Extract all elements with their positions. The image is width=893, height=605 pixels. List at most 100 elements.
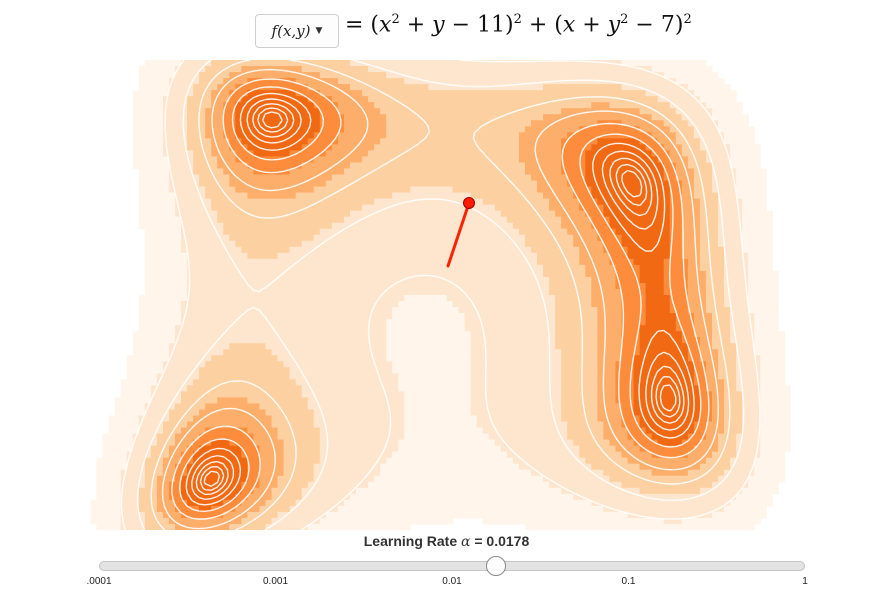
contour-band-cell [392,228,399,236]
contour-band-cell [325,84,333,91]
contour-band-cell [343,108,351,115]
contour-band-cell [675,84,683,91]
contour-band-cell [657,258,665,266]
contour-plot[interactable] [0,60,893,530]
contour-band-cell [488,186,496,194]
contour-band-cell [156,66,164,73]
contour-band-cell [144,252,152,260]
contour-band-cell [724,114,731,121]
contour-band-cell [301,313,309,320]
contour-band-cell [440,331,448,338]
contour-band-cell [555,343,562,350]
contour-band-cell [181,198,188,206]
contour-band-cell [277,174,285,182]
contour-band-cell [524,216,532,224]
contour-band-cell [217,96,224,103]
contour-band-cell [162,282,170,290]
contour-band-cell [301,331,309,338]
contour-band-cell [736,102,743,109]
contour-band-cell [368,264,375,272]
contour-band-cell [555,337,562,344]
contour-band-cell [144,120,152,127]
contour-band-cell [368,174,375,182]
contour-band-cell [615,282,623,290]
contour-band-cell [307,168,315,176]
contour-band-cell [259,337,267,344]
contour-band-cell [217,216,224,224]
contour-band-cell [597,264,604,272]
contour-band-cell [506,276,514,284]
contour-band-cell [766,343,773,350]
contour-band-cell [760,282,767,290]
contour-band-cell [579,252,586,260]
contour-band-cell [362,276,369,284]
contour-band-cell [711,84,719,91]
contour-band-cell [512,204,520,212]
contour-band-cell [416,66,423,73]
contour-band-cell [241,126,248,133]
contour-band-cell [205,240,212,248]
contour-band-cell [259,228,267,236]
contour-band-cell [591,258,598,266]
contour-band-cell [428,240,436,248]
contour-band-cell [530,132,538,139]
contour-band-cell [265,288,273,296]
contour-band-cell [506,240,514,248]
contour-band-cell [229,66,236,73]
contour-band-cell [138,174,146,182]
contour-band-cell [368,144,375,151]
contour-band-cell [718,156,725,164]
contour-band-cell [645,156,653,164]
contour-band-cell [241,186,248,194]
contour-band-cell [506,108,514,115]
contour-band-cell [229,132,236,139]
contour-band-cell [537,270,544,278]
contour-band-cell [199,150,206,158]
contour-band-cell [766,288,773,296]
contour-band-cell [537,313,544,320]
contour-band-cell [271,319,279,326]
contour-band-cell [645,96,653,103]
contour-band-cell [561,174,568,182]
contour-band-cell [313,174,321,182]
contour-band-cell [675,222,683,230]
contour-band-cell [506,246,514,254]
contour-band-cell [301,114,309,121]
contour-band-cell [247,228,255,236]
contour-band-cell [319,84,327,91]
contour-band-cell [555,301,562,308]
contour-band-cell [512,192,520,200]
contour-band-cell [603,264,611,272]
contour-band-cell [337,282,345,290]
contour-band-cell [494,192,502,200]
contour-band-cell [307,60,315,67]
contour-band-cell [543,66,550,73]
contour-band-cell [319,60,327,67]
function-selector-dropdown[interactable]: f(x,y) ▼ [255,14,339,48]
contour-band-cell [331,252,339,260]
contour-band-cell [543,240,550,248]
contour-band-cell [223,84,230,91]
contour-band-cell [585,301,592,308]
contour-band-cell [518,252,526,260]
contour-band-cell [295,276,303,284]
contour-band-cell [603,270,611,278]
contour-band-cell [168,132,176,139]
contour-band-cell [144,132,152,139]
contour-band-cell [416,270,423,278]
contour-band-cell [543,331,550,338]
contour-band-cell [645,150,653,158]
contour-band-cell [307,108,315,115]
contour-band-cell [724,120,731,127]
contour-band-cell [512,246,520,254]
contour-band-cell [693,150,701,158]
contour-band-cell [362,162,369,170]
contour-band-cell [736,264,743,272]
contour-band-cell [645,282,653,290]
contour-band-cell [368,72,375,79]
contour-band-cell [573,313,580,320]
contour-band-cell [386,192,393,200]
contour-band-cell [464,192,472,200]
contour-band-cell [211,90,218,97]
contour-band-cell [398,168,405,176]
